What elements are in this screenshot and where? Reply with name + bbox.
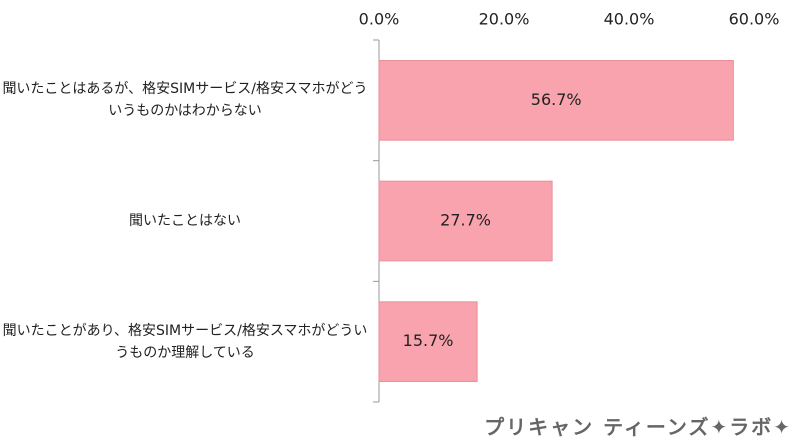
bar: [378, 60, 734, 141]
y-tick-label: 聞いたことはあるが、格安SIMサービス/格安スマホがどういうものかはわからない: [2, 81, 368, 120]
bar: [378, 180, 553, 262]
y-tick-label: 聞いたことはない: [129, 213, 241, 229]
value-label: 15.7%: [403, 331, 454, 350]
x-tick-label: 40.0%: [604, 10, 655, 29]
value-label: 27.7%: [440, 211, 491, 230]
x-tick-label: 60.0%: [729, 10, 780, 29]
x-tick-label: 20.0%: [479, 10, 530, 29]
value-label: 56.7%: [531, 90, 582, 109]
x-tick-label: 0.0%: [359, 10, 400, 29]
y-tick-label: 聞いたことがあり、格安SIMサービス/格安スマホがどういうものか理解している: [2, 322, 368, 361]
bar: [378, 301, 478, 382]
logo: プリキャン ティーンズ✦ラボ✦: [484, 415, 792, 439]
